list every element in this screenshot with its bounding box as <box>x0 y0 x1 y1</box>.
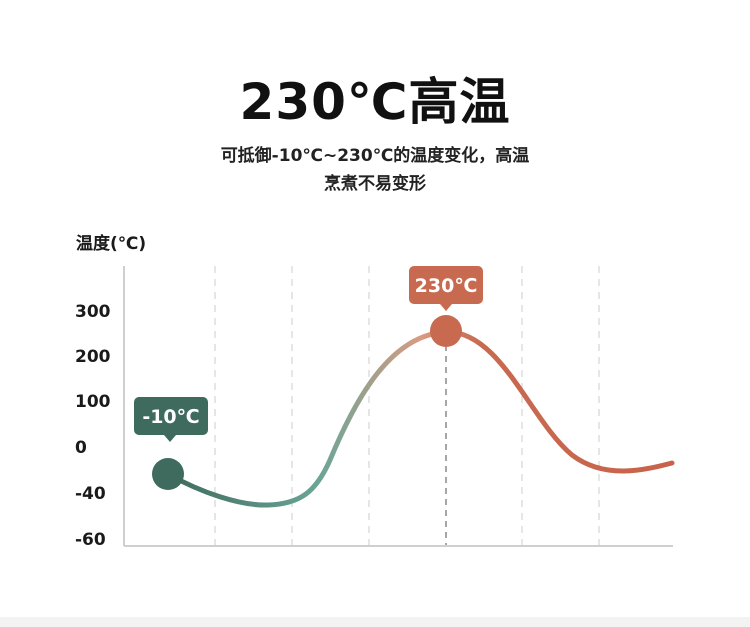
bottom-band <box>0 617 750 627</box>
y-tick-label: 300 <box>75 302 111 322</box>
y-tick-label: 200 <box>75 347 111 367</box>
y-tick-label: -60 <box>75 530 106 550</box>
peak-marker <box>430 315 462 347</box>
y-tick-label: -40 <box>75 484 106 504</box>
start-marker <box>152 458 184 490</box>
y-tick-label: 0 <box>75 438 87 458</box>
subtitle: 可抵御-10℃~230℃的温度变化，高温 烹煮不易变形 <box>0 142 750 198</box>
cold-temp-badge: -10℃ <box>134 397 208 442</box>
temperature-curve <box>165 329 675 508</box>
subtitle-line-2: 烹煮不易变形 <box>324 174 426 194</box>
hot-temp-label: 230℃ <box>415 275 478 297</box>
y-tick-label: 100 <box>75 392 111 412</box>
cold-temp-label: -10℃ <box>142 406 199 428</box>
hot-temp-badge: 230℃ <box>409 266 483 311</box>
y-axis-label: 温度(℃) <box>76 233 146 254</box>
y-ticks: 300 200 100 0 -40 -60 <box>75 302 111 550</box>
subtitle-line-1: 可抵御-10℃~230℃的温度变化，高温 <box>220 146 530 166</box>
page-title: 230℃高温 <box>239 73 511 131</box>
